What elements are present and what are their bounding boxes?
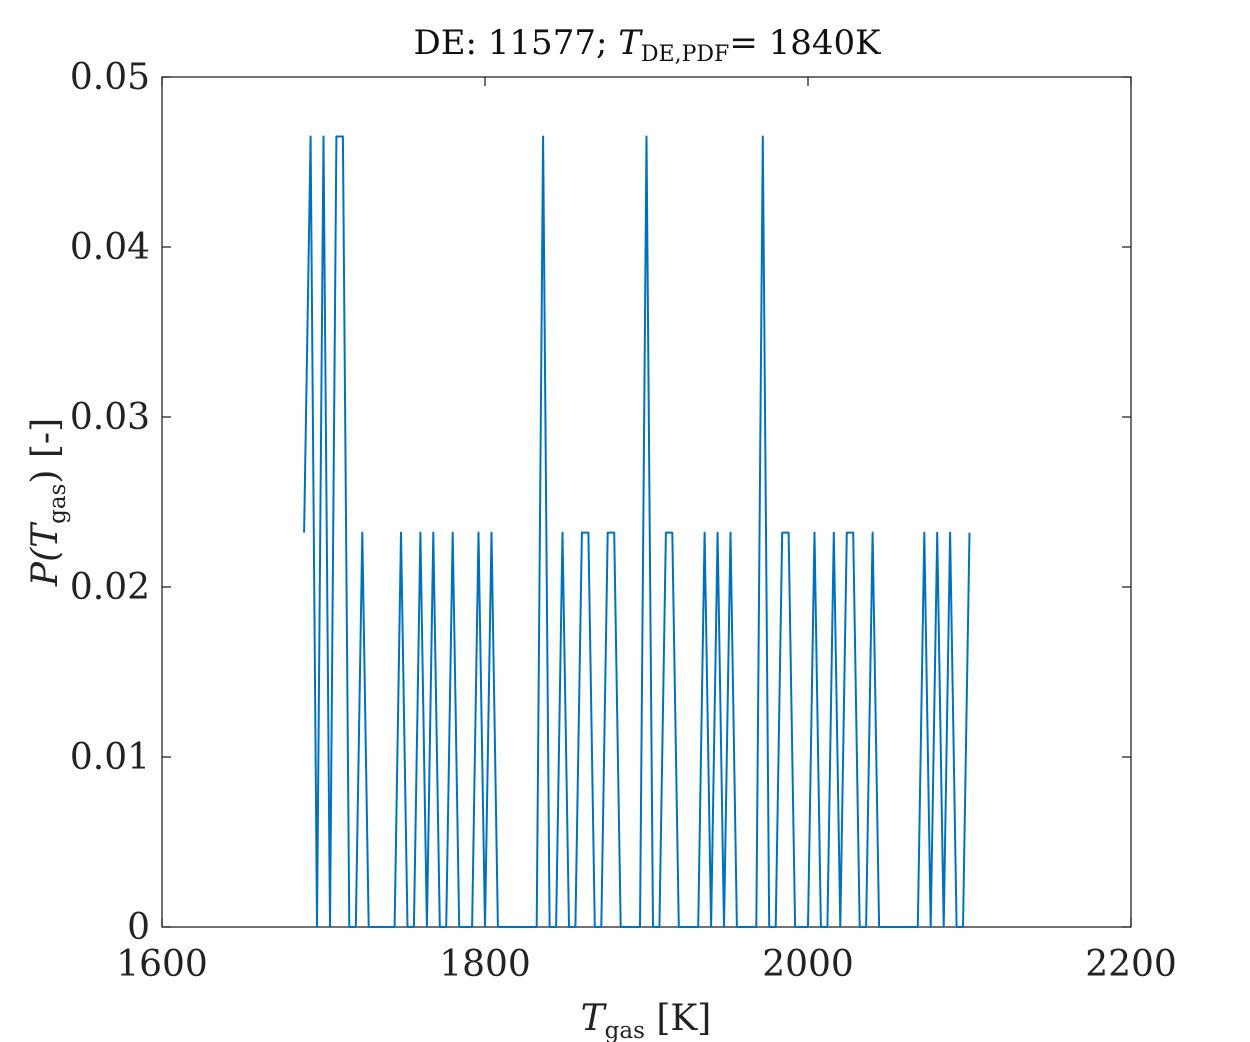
- y-tick-label: 0.03: [70, 397, 150, 438]
- y-tick-label: 0: [127, 907, 150, 948]
- x-axis-label-unit: [K]: [645, 998, 711, 1039]
- y-tick-label: 0.01: [70, 737, 150, 778]
- axis-ticks: [161, 76, 1132, 928]
- x-axis-label-var: T: [581, 998, 608, 1039]
- y-axis-label-sub: gas: [45, 484, 71, 524]
- x-tick-label: 2000: [762, 944, 854, 985]
- y-tick-label: 0.05: [70, 57, 150, 98]
- y-axis-label-var: T: [25, 521, 66, 548]
- y-tick-label: 0.04: [70, 227, 150, 268]
- chart-title-sub: DE,PDF: [641, 42, 729, 67]
- x-axis-label-sub: gas: [605, 1018, 645, 1042]
- x-tick-label: 1600: [116, 944, 208, 985]
- x-tick-label: 1800: [439, 944, 531, 985]
- x-tick-label: 2200: [1085, 944, 1177, 985]
- chart-title: DE: 11577; TDE,PDF= 1840K: [413, 23, 881, 67]
- chart-title-var: T: [618, 23, 643, 63]
- x-axis-label: Tgas [K]: [581, 998, 712, 1042]
- axis-tick-labels: 1600 1800 2000 2200 0 0.01 0.02 0.03 0.04 0.05: [70, 57, 1177, 985]
- series-line: [303, 135, 971, 928]
- chart-title-suffix: = 1840K: [729, 23, 881, 63]
- y-axis-label-close: ) [-]: [25, 418, 66, 484]
- y-axis-label-func-var: P(: [25, 547, 66, 587]
- y-tick-label: 0.02: [70, 567, 150, 608]
- y-axis-label: P(Tgas) [-]: [25, 418, 71, 587]
- chart-title-prefix: DE: 11577;: [413, 23, 618, 63]
